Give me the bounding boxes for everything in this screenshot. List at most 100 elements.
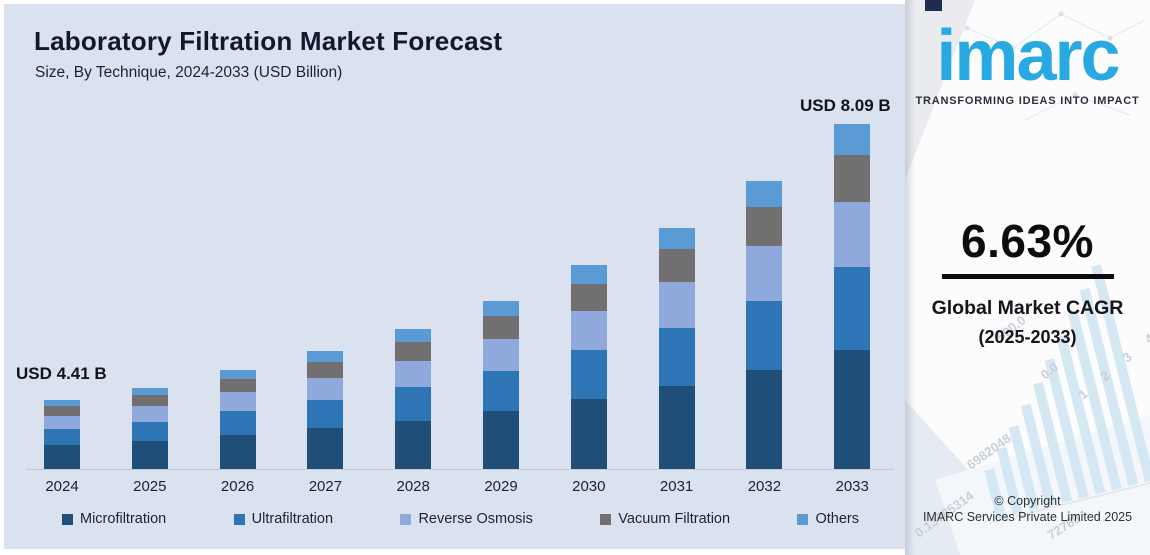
last-bar-value-label: USD 8.09 B [800, 96, 891, 115]
cagr-divider [941, 274, 1114, 279]
copyright-owner: IMARC Services Private Limited 2025 [922, 510, 1133, 524]
bar-segment-vacuum-filtration [570, 283, 607, 312]
stacked-bar-2028 [395, 329, 432, 469]
stacked-bar-2032 [746, 181, 783, 469]
x-axis-line [26, 469, 894, 470]
bar-segment-microfiltration [44, 445, 80, 469]
brand-panel-content: imarc TRANSFORMING IDEAS INTO IMPACT 6.6… [905, 0, 1150, 555]
bar-segment-microfiltration [658, 385, 695, 469]
x-axis-label-2029: 2029 [484, 478, 518, 495]
bar-segment-microfiltration [570, 398, 607, 469]
bar-segment-vacuum-filtration [131, 395, 168, 407]
page-title: Laboratory Filtration Market Forecast [34, 26, 503, 56]
stacked-bar-2031 [658, 227, 695, 469]
legend-item-reverse-osmosis: Reverse Osmosis [400, 511, 533, 527]
navy-accent-shape [925, 0, 942, 11]
bar-segment-vacuum-filtration [834, 155, 871, 202]
bar-segment-vacuum-filtration [307, 361, 344, 378]
bar-segment-reverse-osmosis [570, 311, 607, 350]
bar-segment-microfiltration [834, 350, 871, 469]
bar-segment-ultrafiltration [131, 421, 168, 442]
bar-segment-reverse-osmosis [307, 377, 344, 400]
legend-label: Others [815, 511, 859, 527]
bar-segment-ultrafiltration [219, 411, 256, 435]
bar-segment-ultrafiltration [307, 399, 344, 429]
imarc-tagline: TRANSFORMING IDEAS INTO IMPACT [915, 95, 1140, 107]
bar-segment-ultrafiltration [746, 300, 783, 370]
cagr-label: Global Market CAGR [931, 297, 1124, 319]
stacked-bar-2033 [834, 124, 871, 469]
panel-divider [905, 0, 915, 555]
chart-subtitle: Size, By Technique, 2024-2033 (USD Billi… [35, 64, 343, 81]
bar-segment-reverse-osmosis [395, 360, 432, 388]
stacked-bar-2025 [131, 387, 168, 469]
bar-segment-reverse-osmosis [834, 201, 871, 268]
bar-segment-microfiltration [219, 434, 256, 469]
bar-segment-vacuum-filtration [483, 316, 519, 339]
bar-segment-microfiltration [131, 441, 168, 469]
bar-segment-microfiltration [395, 420, 432, 469]
copyright-title: © Copyright [994, 494, 1061, 508]
x-axis-label-2027: 2027 [308, 478, 343, 495]
copyright: © Copyright IMARC Services Private Limit… [905, 494, 1150, 524]
bar-segment-reverse-osmosis [44, 415, 80, 429]
bar-segment-others [658, 227, 695, 250]
bar-segment-microfiltration [746, 369, 783, 469]
legend-label: Microfiltration [80, 511, 167, 527]
bar-segment-microfiltration [307, 428, 344, 469]
legend-item-microfiltration: Microfiltration [62, 511, 166, 527]
bar-segment-others [219, 369, 256, 379]
x-axis-label-2030: 2030 [572, 478, 606, 495]
bar-segment-reverse-osmosis [746, 245, 783, 301]
bar-segment-ultrafiltration [834, 267, 871, 351]
brand-panel: 500.0 0.0 1 2 3 4 6982048 0.13785314 727… [905, 0, 1150, 555]
bar-segment-others [483, 300, 519, 316]
legend-marker-icon [797, 513, 809, 525]
stacked-bar-2024 [44, 400, 80, 469]
bar-segment-others [131, 387, 168, 396]
chart-legend: Microfiltration Ultrafiltration Reverse Os… [62, 511, 859, 527]
legend-marker-icon [600, 513, 612, 525]
bar-segment-others [44, 400, 80, 407]
x-axis-label-2025: 2025 [133, 478, 167, 495]
bar-segment-vacuum-filtration [658, 249, 695, 283]
stacked-bar-2026 [219, 369, 256, 469]
bar-area: 2024 2025 2026 2027 2028 2029 2030 2031 2032 2033 [4, 4, 905, 549]
decorative-background: 500.0 0.0 1 2 3 4 6982048 0.13785314 727… [905, 0, 1150, 555]
bar-segment-ultrafiltration [658, 327, 695, 386]
x-axis-label-2026: 2026 [220, 478, 255, 495]
legend-item-ultrafiltration: Ultrafiltration [233, 511, 334, 527]
legend-item-others: Others [797, 511, 859, 527]
bar-segment-vacuum-filtration [219, 378, 256, 393]
bar-segment-vacuum-filtration [395, 341, 432, 361]
legend-item-vacuum-filtration: Vacuum Filtration [600, 511, 730, 527]
chart-panel: Laboratory Filtration Market Forecast Si… [4, 4, 905, 549]
bar-segment-ultrafiltration [483, 370, 519, 411]
legend-label: Ultrafiltration [251, 511, 334, 527]
bar-segment-others [307, 351, 344, 362]
bar-segment-ultrafiltration [395, 387, 432, 421]
legend-marker-icon [62, 513, 73, 525]
x-axis-label-2028: 2028 [396, 478, 430, 495]
cagr-period: (2025-2033) [978, 327, 1077, 347]
bar-segment-ultrafiltration [570, 350, 607, 399]
stacked-bar-2027 [307, 351, 344, 469]
bar-segment-reverse-osmosis [219, 392, 256, 412]
bar-segment-vacuum-filtration [746, 207, 783, 246]
legend-marker-icon [233, 513, 245, 525]
stacked-bar-2029 [483, 300, 519, 469]
paper-corner-shape [905, 0, 975, 180]
bar-segment-microfiltration [483, 410, 519, 469]
bar-segment-others [395, 329, 432, 342]
imarc-wordmark: imarc [936, 16, 1120, 96]
legend-label: Reverse Osmosis [418, 511, 533, 527]
bar-segment-others [570, 265, 607, 284]
imarc-logo: imarc TRANSFORMING IDEAS INTO IMPACT [905, 18, 1150, 107]
bar-segment-reverse-osmosis [658, 282, 695, 328]
mini-bar-chart-icon [984, 264, 1150, 524]
first-bar-value-label: USD 4.41 B [16, 364, 107, 383]
legend-marker-icon [400, 513, 412, 525]
bar-segment-others [834, 124, 871, 156]
bar-segment-ultrafiltration [44, 428, 80, 446]
